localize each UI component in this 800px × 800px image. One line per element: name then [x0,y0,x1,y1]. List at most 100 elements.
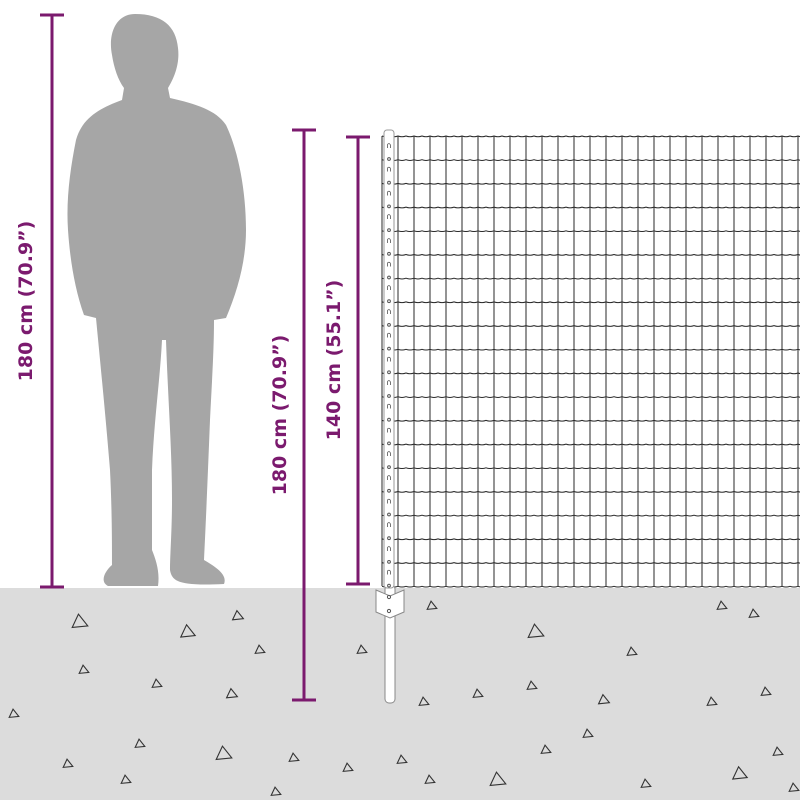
post-hook-icon: ∩ [386,188,392,197]
post-hook-icon: ∩ [386,544,392,553]
post-hook-icon: ∩ [386,331,392,340]
post-hook-icon: ∩ [386,473,392,482]
stone-icon [62,758,74,769]
stone-icon [527,623,545,639]
stone-icon [356,644,368,655]
stone-icon [396,754,408,765]
fence-height-label: 140 cm (55.1”) [323,280,345,441]
stone-icon [231,609,245,621]
mesh-horizontal-wire [381,585,800,588]
stone-icon [788,782,800,793]
person-silhouette-icon [67,14,247,586]
stone-icon [526,680,538,691]
stone-icon [71,613,89,629]
post-hole-icon [387,299,391,304]
post-hole-icon [387,228,391,233]
post-hook-icon: ∩ [386,141,392,150]
stone-icon [716,600,728,611]
mesh-horizontal-wire [381,538,800,541]
post-hook-icon: ∩ [386,260,392,269]
post-hole-icon [387,465,391,470]
fence-height-dimension [346,135,370,586]
post-hook-icon: ∩ [386,402,392,411]
mesh-horizontal-wire [381,253,800,256]
ground-stones-icon [8,600,800,797]
post-hole-icon [387,157,391,161]
post-hook-icon: ∩ [386,568,392,577]
post-hole-icon [387,346,391,351]
post-hook-icon: ∩ [386,307,392,316]
mesh-horizontal-wire [381,135,800,138]
stone-icon [78,664,90,675]
mesh-horizontal-wire [381,419,800,422]
post-hole-icon [387,560,391,564]
mesh-horizontal-wire [381,230,800,233]
mesh-fence-icon [381,135,800,588]
stone-icon [472,688,484,699]
stone-icon [288,752,300,763]
post-hook-icon: ∩ [386,354,392,363]
post-hole-icon [387,323,391,327]
mesh-horizontal-wire [381,159,800,161]
stone-icon [772,746,784,757]
mesh-horizontal-wire [381,372,800,375]
mesh-horizontal-wire [381,443,800,446]
post-hook-icon: ∩ [386,165,392,174]
post-hook-icon: ∩ [386,236,392,245]
post-hook-icon: ∩ [386,520,392,529]
post-hole-icon [387,488,391,493]
stone-icon [748,608,760,619]
post-hole-icon [387,251,391,256]
post-hole-icon [387,180,391,185]
mesh-horizontal-wire [381,562,800,564]
post-hook-icon: ∩ [386,497,392,506]
mesh-horizontal-wire [381,206,800,209]
mesh-horizontal-wire [381,301,800,304]
post-hole-icon [387,441,391,446]
stone-icon [426,600,438,611]
stone-icon [582,728,594,739]
stone-icon [597,693,611,705]
mesh-horizontal-wire [381,396,800,398]
mesh-horizontal-wire [381,182,800,185]
post-hole-icon [387,275,391,280]
post-hole-icon [387,583,391,588]
post-hole-icon [387,417,391,422]
fence-post-icon: ∩ ∩ ∩ ∩ ∩ ∩ ∩ ∩ ∩ ∩ ∩ ∩ ∩ ∩ ∩ ∩ ∩ ∩ ∩ [375,129,405,704]
post-hook-icon: ∩ [386,449,392,458]
person-height-label: 180 cm (70.9”) [15,221,37,382]
stone-icon [424,774,436,785]
stone-icon [8,708,20,719]
mesh-horizontal-wire [381,325,800,327]
mesh-horizontal-wire [381,348,800,351]
stone-icon [706,696,718,707]
post-hole-icon [387,536,391,541]
stone-icon [270,786,282,797]
stone-icon [254,644,266,655]
mesh-horizontal-wire [381,490,800,493]
post-length-dimension [292,128,316,702]
stone-icon [418,696,430,707]
stone-icon [179,623,197,638]
post-hook-icon: ∩ [386,283,392,292]
stone-icon [760,686,772,697]
stone-icon [134,738,146,749]
stone-icon [120,774,132,785]
mesh-horizontal-wire [381,467,800,470]
post-hole-icon [387,394,391,398]
ground [0,588,800,800]
person-height-dimension [40,13,64,589]
post-length-label: 180 cm (70.9”) [269,335,291,496]
stone-icon [626,646,638,657]
stone-icon [151,678,163,689]
stone-icon [489,771,507,787]
stone-icon [640,778,652,789]
stone-icon [731,765,749,780]
post-hole-icon [387,370,391,375]
stone-icon [225,687,239,699]
post-hook-icon: ∩ [386,378,392,387]
mesh-horizontal-wire [381,514,800,517]
post-hole-icon [387,204,391,209]
